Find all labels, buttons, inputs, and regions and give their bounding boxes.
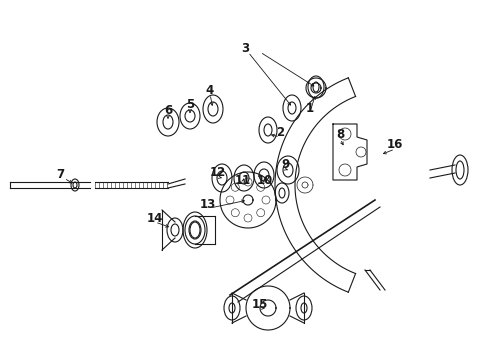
Text: 14: 14 xyxy=(146,211,163,225)
Text: 13: 13 xyxy=(200,198,216,211)
Text: 9: 9 xyxy=(280,158,288,171)
Text: 7: 7 xyxy=(56,168,64,181)
Text: 8: 8 xyxy=(335,129,344,141)
Text: 6: 6 xyxy=(163,104,172,117)
Text: 11: 11 xyxy=(234,174,251,186)
Text: 3: 3 xyxy=(241,41,248,54)
Text: 12: 12 xyxy=(209,166,225,180)
Text: 5: 5 xyxy=(185,99,194,112)
Text: 1: 1 xyxy=(305,102,313,114)
Text: 15: 15 xyxy=(251,298,267,311)
Text: 10: 10 xyxy=(256,174,273,186)
Text: 2: 2 xyxy=(275,126,284,139)
Text: 16: 16 xyxy=(386,139,403,152)
Text: 4: 4 xyxy=(205,84,214,96)
